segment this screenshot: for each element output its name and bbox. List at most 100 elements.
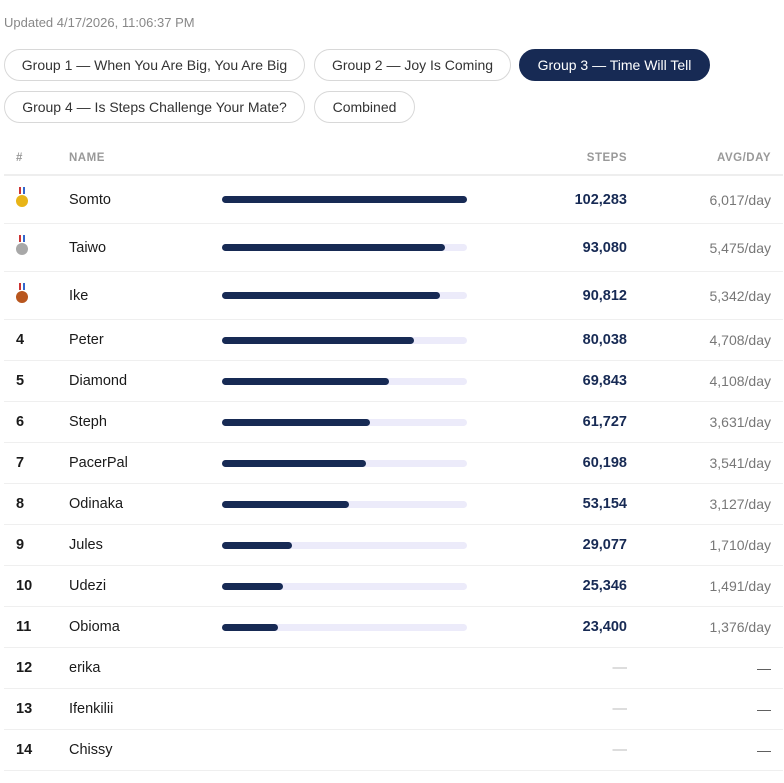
progress-cell: [222, 401, 482, 443]
progress-bar: [222, 292, 467, 299]
tab-group-3[interactable]: Group 3 — Time Will Tell: [519, 49, 710, 81]
avg-cell: —: [627, 729, 783, 771]
steps-cell: 60,198: [482, 442, 627, 484]
tab-group-4[interactable]: Group 4 — Is Steps Challenge Your Mate?: [4, 91, 305, 123]
table-row: 4 Peter 80,038 4,708/day: [4, 319, 783, 361]
name-cell: Ifenkilii: [69, 688, 222, 730]
table-row: 5 Diamond 69,843 4,108/day: [4, 360, 783, 402]
bar-header: [222, 141, 482, 176]
bronze-medal-icon: [16, 282, 28, 303]
progress-cell: [222, 688, 482, 730]
name-cell: Diamond: [69, 360, 222, 402]
rank-cell: 12: [4, 647, 69, 689]
progress-cell: [222, 729, 482, 771]
rank-cell: 5: [4, 360, 69, 402]
rank-cell: 6: [4, 401, 69, 443]
progress-fill: [222, 377, 390, 385]
name-header: NAME: [69, 141, 222, 176]
table-row: 11 Obioma 23,400 1,376/day: [4, 606, 783, 648]
avg-cell: —: [627, 647, 783, 689]
name-cell: Ike: [69, 271, 222, 320]
name-cell: Peter: [69, 319, 222, 361]
table-row: 7 PacerPal 60,198 3,541/day: [4, 442, 783, 484]
table-row: 6 Steph 61,727 3,631/day: [4, 401, 783, 443]
rank-cell: [4, 175, 69, 224]
rank-cell: 14: [4, 729, 69, 771]
tab-combined[interactable]: Combined: [314, 91, 415, 123]
avg-cell: 4,108/day: [627, 360, 783, 402]
progress-bar: [222, 459, 467, 467]
progress-cell: [222, 647, 482, 689]
rank-cell: 9: [4, 524, 69, 566]
steps-cell: —: [482, 688, 627, 730]
rank-header: #: [4, 141, 69, 176]
rank-cell: 13: [4, 688, 69, 730]
tab-group-2[interactable]: Group 2 — Joy Is Coming: [314, 49, 511, 81]
avg-cell: 3,541/day: [627, 442, 783, 484]
avg-cell: 1,710/day: [627, 524, 783, 566]
silver-medal-icon: [16, 234, 28, 255]
steps-cell: 61,727: [482, 401, 627, 443]
table-row: Taiwo 93,080 5,475/day: [4, 223, 783, 272]
progress-bar: [222, 582, 467, 590]
steps-cell: 53,154: [482, 483, 627, 525]
name-cell: Obioma: [69, 606, 222, 648]
progress-fill: [222, 582, 283, 590]
progress-fill: [222, 292, 440, 299]
rank-cell: 8: [4, 483, 69, 525]
rank-cell: 10: [4, 565, 69, 607]
table-row: 14 Chissy — —: [4, 729, 783, 771]
gold-medal-icon: [16, 186, 28, 207]
table-row: 13 Ifenkilii — —: [4, 688, 783, 730]
progress-fill: [222, 459, 367, 467]
progress-cell: [222, 360, 482, 402]
steps-cell: 90,812: [482, 271, 627, 320]
name-cell: Somto: [69, 175, 222, 224]
progress-bar: [222, 244, 467, 251]
table-row: 8 Odinaka 53,154 3,127/day: [4, 483, 783, 525]
rank-cell: 7: [4, 442, 69, 484]
steps-cell: 102,283: [482, 175, 627, 224]
name-cell: erika: [69, 647, 222, 689]
table-row: 10 Udezi 25,346 1,491/day: [4, 565, 783, 607]
avg-cell: 1,491/day: [627, 565, 783, 607]
avg-header: AVG/DAY: [627, 141, 783, 176]
avg-cell: —: [627, 688, 783, 730]
rank-cell: 11: [4, 606, 69, 648]
progress-bar: [222, 500, 467, 508]
avg-cell: 3,127/day: [627, 483, 783, 525]
steps-cell: 23,400: [482, 606, 627, 648]
steps-cell: 80,038: [482, 319, 627, 361]
avg-cell: 3,631/day: [627, 401, 783, 443]
steps-header: STEPS: [482, 141, 627, 176]
progress-fill: [222, 623, 279, 631]
name-cell: Jules: [69, 524, 222, 566]
progress-fill: [222, 244, 445, 251]
avg-cell: 6,017/day: [627, 175, 783, 224]
steps-cell: 93,080: [482, 223, 627, 272]
progress-fill: [222, 336, 414, 344]
progress-bar: [222, 541, 467, 549]
tab-group-1[interactable]: Group 1 — When You Are Big, You Are Big: [4, 49, 305, 81]
table-row: Somto 102,283 6,017/day: [4, 175, 783, 224]
steps-cell: 69,843: [482, 360, 627, 402]
progress-cell: [222, 606, 482, 648]
avg-cell: 5,475/day: [627, 223, 783, 272]
avg-cell: 5,342/day: [627, 271, 783, 320]
name-cell: Udezi: [69, 565, 222, 607]
progress-cell: [222, 319, 482, 361]
progress-cell: [222, 223, 482, 272]
progress-bar: [222, 196, 467, 203]
progress-cell: [222, 442, 482, 484]
progress-fill: [222, 541, 292, 549]
rank-cell: [4, 223, 69, 272]
avg-cell: 4,708/day: [627, 319, 783, 361]
progress-bar: [222, 418, 467, 426]
steps-cell: 29,077: [482, 524, 627, 566]
name-cell: PacerPal: [69, 442, 222, 484]
steps-cell: —: [482, 729, 627, 771]
rank-cell: [4, 271, 69, 320]
steps-cell: 25,346: [482, 565, 627, 607]
table-row: 9 Jules 29,077 1,710/day: [4, 524, 783, 566]
name-cell: Chissy: [69, 729, 222, 771]
